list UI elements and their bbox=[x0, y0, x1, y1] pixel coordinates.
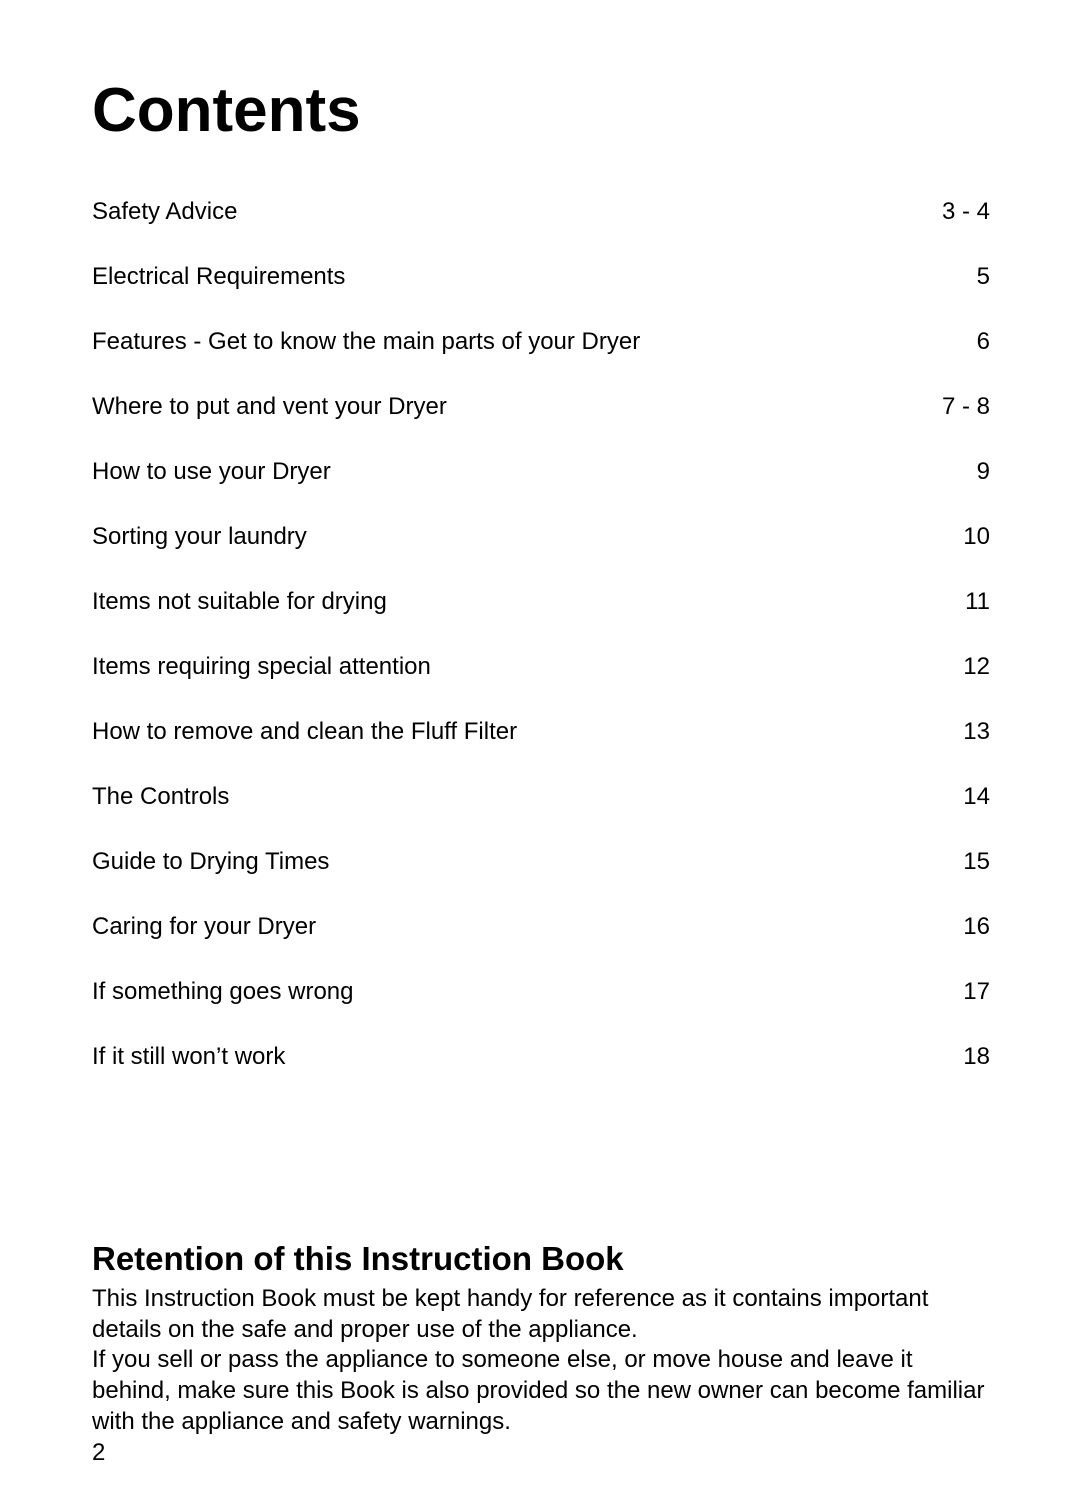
toc-page: 11 bbox=[965, 588, 990, 616]
toc-label: How to use your Dryer bbox=[92, 458, 331, 486]
toc-row: Sorting your laundry 10 bbox=[92, 523, 990, 551]
toc-page: 17 bbox=[963, 978, 990, 1006]
toc-row: Guide to Drying Times 15 bbox=[92, 848, 990, 876]
retention-body: This Instruction Book must be kept handy… bbox=[92, 1284, 990, 1438]
toc-label: Sorting your laundry bbox=[92, 523, 307, 551]
toc-page: 3 - 4 bbox=[942, 198, 990, 226]
toc-page: 16 bbox=[963, 913, 990, 941]
toc-page: 6 bbox=[977, 328, 990, 356]
toc-row: If it still won’t work 18 bbox=[92, 1043, 990, 1071]
retention-body-line: This Instruction Book must be kept handy… bbox=[92, 1285, 928, 1343]
toc-page: 10 bbox=[963, 523, 990, 551]
toc-row: Items not suitable for drying 11 bbox=[92, 588, 990, 616]
toc-label: The Controls bbox=[92, 783, 229, 811]
toc-label: Where to put and vent your Dryer bbox=[92, 393, 447, 421]
toc-row: If something goes wrong 17 bbox=[92, 978, 990, 1006]
toc-page: 14 bbox=[963, 783, 990, 811]
toc-row: Items requiring special attention 12 bbox=[92, 653, 990, 681]
toc-page: 13 bbox=[963, 718, 990, 746]
toc-row: Safety Advice 3 - 4 bbox=[92, 198, 990, 226]
toc-label: Electrical Requirements bbox=[92, 263, 345, 291]
toc-page: 18 bbox=[963, 1043, 990, 1071]
toc-row: How to remove and clean the Fluff Filter… bbox=[92, 718, 990, 746]
toc-row: Caring for your Dryer 16 bbox=[92, 913, 990, 941]
table-of-contents: Safety Advice 3 - 4 Electrical Requireme… bbox=[92, 198, 990, 1071]
toc-page: 12 bbox=[963, 653, 990, 681]
toc-row: The Controls 14 bbox=[92, 783, 990, 811]
page-number: 2 bbox=[92, 1439, 105, 1467]
toc-label: If it still won’t work bbox=[92, 1043, 285, 1071]
retention-body-line: If you sell or pass the appliance to som… bbox=[92, 1346, 984, 1434]
toc-label: How to remove and clean the Fluff Filter bbox=[92, 718, 517, 746]
toc-row: How to use your Dryer 9 bbox=[92, 458, 990, 486]
toc-label: Safety Advice bbox=[92, 198, 237, 226]
toc-page: 15 bbox=[963, 848, 990, 876]
toc-label: Items not suitable for drying bbox=[92, 588, 387, 616]
retention-section: Retention of this Instruction Book This … bbox=[92, 1240, 990, 1438]
document-page: Contents Safety Advice 3 - 4 Electrical … bbox=[0, 0, 1080, 1501]
toc-label: Guide to Drying Times bbox=[92, 848, 329, 876]
toc-label: Caring for your Dryer bbox=[92, 913, 316, 941]
retention-title: Retention of this Instruction Book bbox=[92, 1240, 990, 1278]
toc-label: Items requiring special attention bbox=[92, 653, 431, 681]
toc-page: 7 - 8 bbox=[942, 393, 990, 421]
toc-label: Features - Get to know the main parts of… bbox=[92, 328, 640, 356]
toc-row: Electrical Requirements 5 bbox=[92, 263, 990, 291]
toc-row: Where to put and vent your Dryer 7 - 8 bbox=[92, 393, 990, 421]
toc-page: 5 bbox=[977, 263, 990, 291]
toc-page: 9 bbox=[977, 458, 990, 486]
page-title: Contents bbox=[92, 75, 990, 146]
toc-label: If something goes wrong bbox=[92, 978, 353, 1006]
toc-row: Features - Get to know the main parts of… bbox=[92, 328, 990, 356]
